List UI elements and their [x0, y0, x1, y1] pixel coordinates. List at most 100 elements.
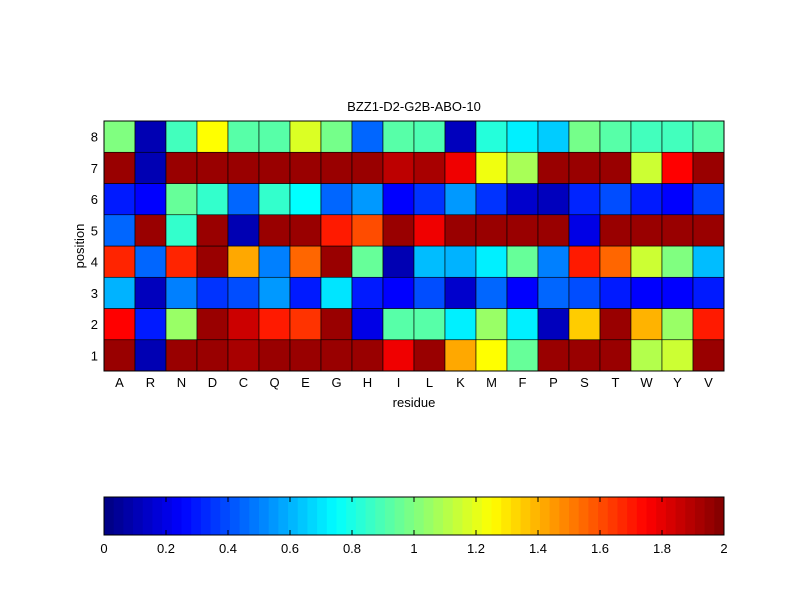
x-tick-label: Y [673, 375, 682, 390]
colorbar-tick-label: 0.4 [219, 541, 237, 556]
colorbar-segment [404, 497, 415, 535]
colorbar-segment [578, 497, 589, 535]
x-tick-label: R [146, 375, 155, 390]
heatmap-cell-5-A [103, 214, 136, 247]
heatmap-cell-2-K [444, 308, 477, 341]
heatmap-cell-2-F [506, 308, 539, 341]
colorbar-segment [249, 497, 260, 535]
heatmap-cell-1-Y [661, 339, 694, 372]
colorbar-segment [123, 497, 134, 535]
colorbar-segment [510, 497, 522, 535]
heatmap-cell-4-V [692, 245, 725, 278]
colorbar-segment [162, 497, 173, 535]
colorbar-segment [675, 497, 686, 535]
heatmap-cell-6-Y [661, 183, 694, 216]
heatmap-cell-7-H [351, 151, 384, 184]
heatmap-cell-1-H [351, 339, 384, 372]
colorbar-segment [414, 497, 425, 535]
heatmap-cell-8-R [134, 120, 167, 153]
heatmap-cell-3-T [599, 276, 632, 309]
heatmap-cell-7-T [599, 151, 632, 184]
x-tick-label: K [456, 375, 465, 390]
colorbar-segment [607, 497, 618, 535]
heatmap-cell-4-C [227, 245, 260, 278]
heatmap-cell-4-P [537, 245, 570, 278]
colorbar-segment [355, 497, 367, 535]
heatmap-cell-4-A [103, 245, 136, 278]
colorbar-segment [200, 497, 212, 535]
heatmap-cell-5-E [289, 214, 322, 247]
heatmap-cell-1-E [289, 339, 322, 372]
heatmap-cell-6-R [134, 183, 167, 216]
heatmap-cell-8-M [475, 120, 508, 153]
colorbar-tick-label: 1.6 [591, 541, 609, 556]
colorbar-segment [239, 497, 250, 535]
heatmap-cell-8-I [382, 120, 415, 153]
colorbar-segment [346, 497, 357, 535]
colorbar-segment [142, 497, 153, 535]
y-tick-label: 4 [91, 255, 98, 270]
heatmap-cell-5-F [506, 214, 539, 247]
colorbar-segment [627, 497, 638, 535]
colorbar-segment [394, 497, 405, 535]
heatmap-cell-8-Q [258, 120, 291, 153]
heatmap-cell-2-W [630, 308, 663, 341]
heatmap-cell-6-S [568, 183, 601, 216]
heatmap-cell-7-V [692, 151, 725, 184]
colorbar-segment [530, 497, 541, 535]
colorbar-tick-label: 0.6 [281, 541, 299, 556]
heatmap-cell-8-P [537, 120, 570, 153]
heatmap-cell-7-P [537, 151, 570, 184]
heatmap-cell-6-I [382, 183, 415, 216]
heatmap-cell-6-L [413, 183, 446, 216]
heatmap-cell-8-N [165, 120, 198, 153]
colorbar-segment [491, 497, 502, 535]
y-axis-label: position [72, 224, 87, 269]
heatmap-cell-4-T [599, 245, 632, 278]
heatmap-cell-5-V [692, 214, 725, 247]
heatmap-cell-6-M [475, 183, 508, 216]
heatmap-cell-1-K [444, 339, 477, 372]
plot-frame [103, 120, 725, 372]
heatmap-cell-7-Q [258, 151, 291, 184]
colorbar-segment [636, 497, 647, 535]
heatmap-cell-5-P [537, 214, 570, 247]
heatmap-cell-8-T [599, 120, 632, 153]
heatmap-cell-8-A [103, 120, 136, 153]
y-tick-label: 3 [91, 286, 98, 301]
heatmap-cell-7-A [103, 151, 136, 184]
colorbar-segment [598, 497, 609, 535]
colorbar-segment [569, 497, 580, 535]
heatmap-cell-4-M [475, 245, 508, 278]
colorbar-segment [220, 497, 231, 535]
heatmap-cell-1-I [382, 339, 415, 372]
heatmap-cell-5-G [320, 214, 353, 247]
heatmap-cell-1-F [506, 339, 539, 372]
colorbar-segment [559, 497, 570, 535]
heatmap-cell-8-Y [661, 120, 694, 153]
colorbar-segment [472, 497, 483, 535]
heatmap-cell-4-K [444, 245, 477, 278]
heatmap-cell-2-V [692, 308, 725, 341]
heatmap-cell-1-A [103, 339, 136, 372]
heatmap-cell-7-K [444, 151, 477, 184]
heatmap-cell-1-M [475, 339, 508, 372]
heatmap-cell-2-H [351, 308, 384, 341]
heatmap-cell-7-M [475, 151, 508, 184]
y-tick-label: 2 [91, 317, 98, 332]
heatmap-cell-7-I [382, 151, 415, 184]
heatmap-cell-1-V [692, 339, 725, 372]
heatmap-cell-8-S [568, 120, 601, 153]
colorbar-segment [307, 497, 318, 535]
x-tick-label: Q [269, 375, 279, 390]
heatmap-cell-3-I [382, 276, 415, 309]
heatmap-cell-7-W [630, 151, 663, 184]
x-tick-label: D [208, 375, 217, 390]
heatmap-cell-3-H [351, 276, 384, 309]
heatmap-cell-3-D [196, 276, 229, 309]
x-tick-label: I [397, 375, 401, 390]
colorbar-segment [326, 497, 337, 535]
heatmap-cell-2-Q [258, 308, 291, 341]
heatmap-cell-3-P [537, 276, 570, 309]
